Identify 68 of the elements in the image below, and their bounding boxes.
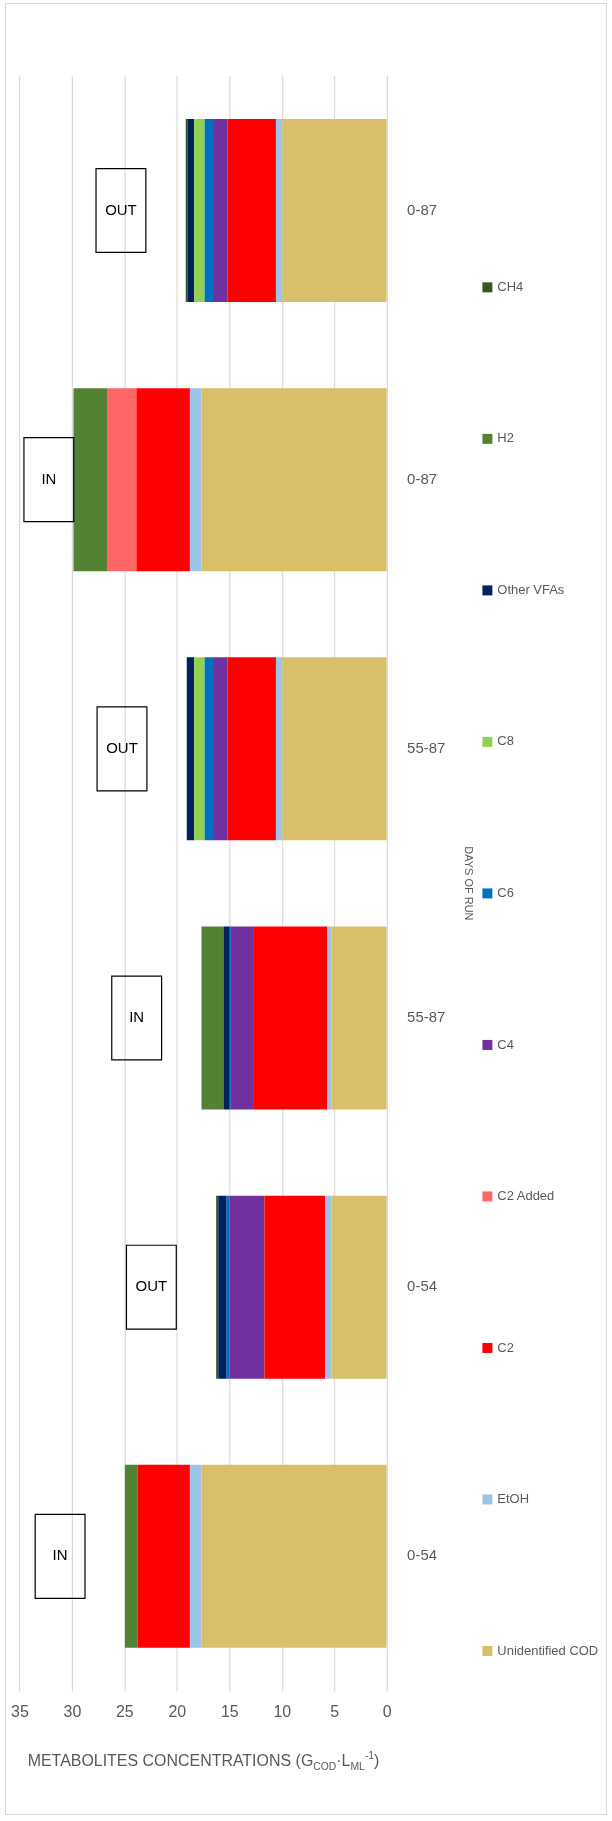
annotation: OUT xyxy=(106,738,138,756)
bar xyxy=(327,926,332,1110)
bar xyxy=(187,118,195,303)
x-tick-label: 30 xyxy=(63,1702,82,1720)
annotation: IN xyxy=(129,1008,145,1026)
x-tick-label: 5 xyxy=(330,1702,340,1720)
legend-label: C2 Added xyxy=(497,1188,555,1204)
bar xyxy=(226,1195,230,1379)
bar xyxy=(137,1464,190,1648)
bar xyxy=(185,118,188,303)
bar xyxy=(325,1195,332,1379)
bar xyxy=(264,1195,326,1379)
bar xyxy=(189,388,202,572)
bar xyxy=(227,657,276,841)
legend-label: CH4 xyxy=(497,278,524,294)
bar xyxy=(194,118,205,303)
bar xyxy=(223,926,230,1110)
x-tick-label: 0 xyxy=(382,1702,392,1720)
bar xyxy=(136,388,190,572)
bar xyxy=(201,388,387,572)
bar xyxy=(227,118,276,303)
y-tick-label: 55-87 xyxy=(407,738,446,756)
y-tick-label: 0-54 xyxy=(407,1277,437,1295)
y-tick-label: 0-87 xyxy=(407,469,437,487)
bar xyxy=(229,1195,265,1379)
bar xyxy=(275,657,283,841)
bar xyxy=(186,657,195,841)
legend-label: H2 xyxy=(497,430,514,446)
legend-label: Other VFAs xyxy=(497,581,565,597)
legend-label: C8 xyxy=(497,733,514,749)
bar xyxy=(213,118,228,303)
x-tick-label: 10 xyxy=(273,1702,292,1720)
bar xyxy=(194,657,205,841)
bar xyxy=(213,657,228,841)
bar xyxy=(331,926,387,1110)
x-tick-label: 35 xyxy=(11,1702,29,1720)
legend-label: C6 xyxy=(497,884,514,900)
bar xyxy=(216,1195,219,1379)
bar xyxy=(73,388,108,572)
x-tick-label: 25 xyxy=(116,1702,134,1720)
annotation: IN xyxy=(41,469,57,487)
annotation: OUT xyxy=(105,200,137,218)
legend-label: C2 xyxy=(497,1339,514,1355)
bar xyxy=(189,1464,202,1648)
bar xyxy=(204,657,213,841)
bar xyxy=(107,388,137,572)
legend-label: Unidentified COD xyxy=(497,1642,599,1658)
x-tick-label: 15 xyxy=(220,1702,239,1720)
bar xyxy=(201,1464,387,1648)
bar xyxy=(282,657,387,841)
bar xyxy=(275,118,283,303)
bar xyxy=(230,926,254,1110)
bar xyxy=(124,1464,138,1648)
bar xyxy=(218,1195,227,1379)
annotation: OUT xyxy=(135,1277,168,1295)
bar xyxy=(282,118,387,303)
annotation: IN xyxy=(52,1546,68,1564)
y-axis-title: DAYS OF RUN xyxy=(462,846,475,921)
y-tick-label: 0-54 xyxy=(407,1546,437,1564)
legend-label: EtOH xyxy=(497,1491,530,1507)
bar xyxy=(204,118,213,303)
bar xyxy=(201,926,224,1110)
y-tick-label: 0-87 xyxy=(407,200,437,218)
bar xyxy=(331,1195,387,1379)
bar xyxy=(253,926,328,1110)
legend-label: C4 xyxy=(497,1036,514,1052)
y-tick-label: 55-87 xyxy=(407,1008,446,1026)
x-tick-label: 20 xyxy=(168,1702,187,1720)
